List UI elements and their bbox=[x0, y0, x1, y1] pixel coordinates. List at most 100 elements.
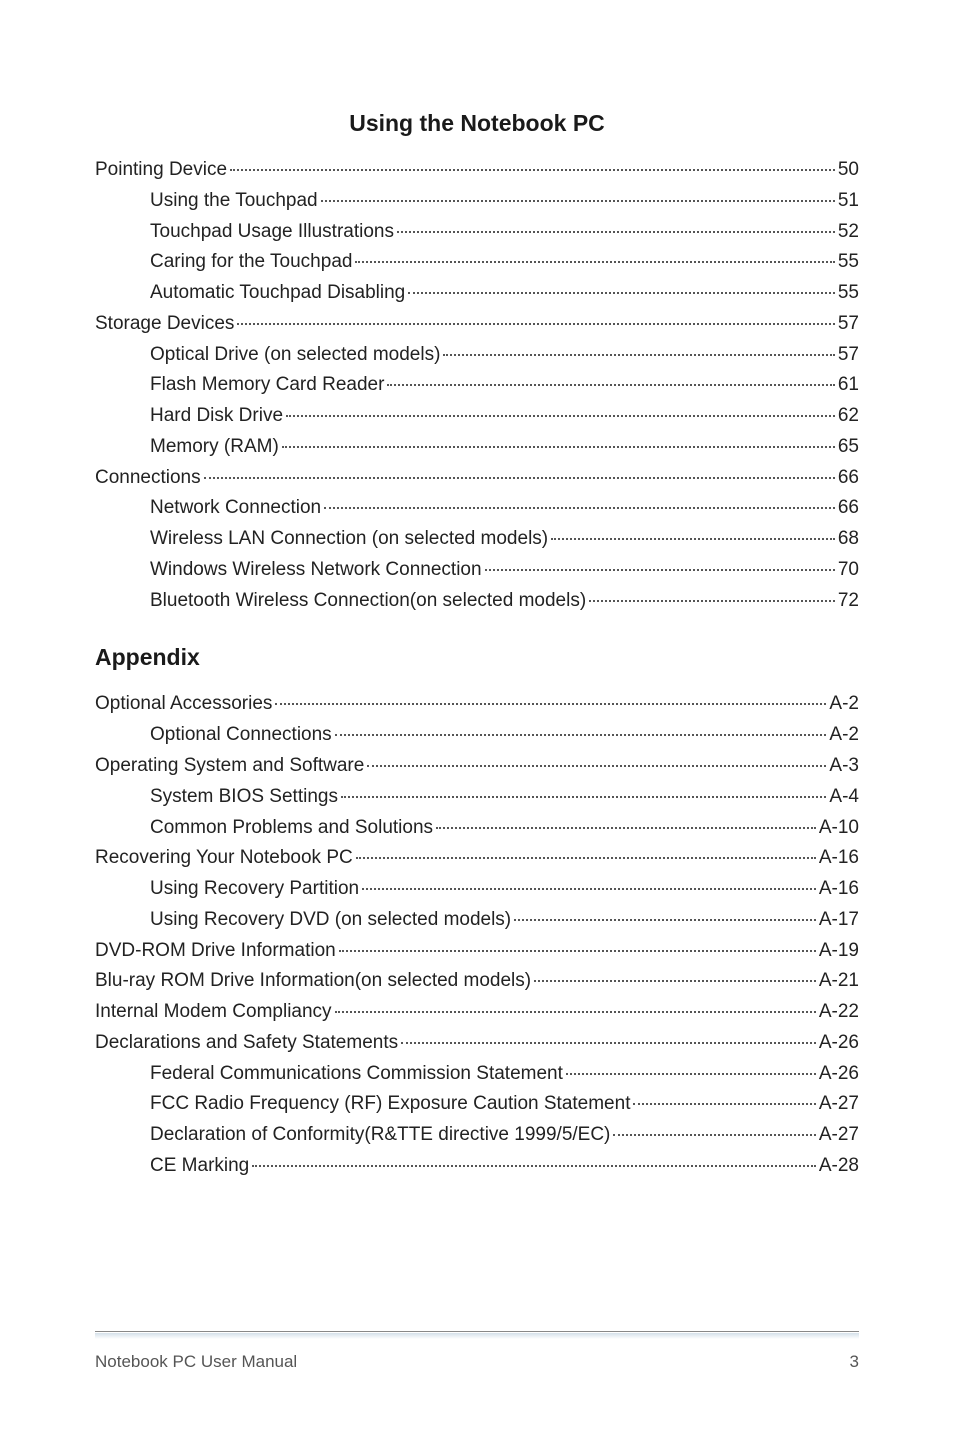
toc-label: Federal Communications Commission Statem… bbox=[150, 1059, 563, 1090]
toc-page-number: 55 bbox=[838, 247, 859, 278]
toc-page-number: A-4 bbox=[829, 782, 859, 813]
toc-page-number: A-3 bbox=[829, 751, 859, 782]
toc-label: DVD-ROM Drive Information bbox=[95, 936, 336, 967]
toc-label: Network Connection bbox=[150, 493, 321, 524]
toc-page-number: A-22 bbox=[819, 997, 859, 1028]
toc-leader-dots bbox=[341, 796, 826, 798]
toc-page-number: A-21 bbox=[819, 966, 859, 997]
toc-leader-dots bbox=[566, 1073, 816, 1075]
toc-label: Internal Modem Compliancy bbox=[95, 997, 332, 1028]
toc-page-number: 52 bbox=[838, 217, 859, 248]
toc-leader-dots bbox=[362, 888, 816, 890]
toc-label: Caring for the Touchpad bbox=[150, 247, 352, 278]
toc-entry: Flash Memory Card Reader61 bbox=[95, 370, 859, 401]
toc-page-number: A-27 bbox=[819, 1089, 859, 1120]
toc-section-1: Pointing Device 50Using the Touchpad51Tou… bbox=[95, 155, 859, 616]
toc-label: Flash Memory Card Reader bbox=[150, 370, 384, 401]
toc-label: Common Problems and Solutions bbox=[150, 813, 433, 844]
toc-entry: Automatic Touchpad Disabling 55 bbox=[95, 278, 859, 309]
toc-section-2: Optional AccessoriesA-2Optional Connecti… bbox=[95, 689, 859, 1181]
toc-leader-dots bbox=[367, 765, 826, 767]
toc-page-number: 72 bbox=[838, 586, 859, 617]
toc-entry: Recovering Your Notebook PCA-16 bbox=[95, 843, 859, 874]
toc-entry: Using Recovery DVD (on selected models)A… bbox=[95, 905, 859, 936]
toc-leader-dots bbox=[324, 507, 835, 509]
toc-label: System BIOS Settings bbox=[150, 782, 338, 813]
toc-page-number: 65 bbox=[838, 432, 859, 463]
toc-page-number: A-26 bbox=[819, 1028, 859, 1059]
toc-label: Automatic Touchpad Disabling bbox=[150, 278, 405, 309]
toc-entry: Wireless LAN Connection (on selected mod… bbox=[95, 524, 859, 555]
toc-entry: Blu-ray ROM Drive Information(on selecte… bbox=[95, 966, 859, 997]
section-heading-appendix: Appendix bbox=[95, 644, 859, 671]
toc-label: Hard Disk Drive bbox=[150, 401, 283, 432]
toc-label: CE Marking bbox=[150, 1151, 249, 1182]
footer-page-number: 3 bbox=[850, 1352, 859, 1372]
toc-leader-dots bbox=[401, 1042, 816, 1044]
toc-label: Blu-ray ROM Drive Information(on selecte… bbox=[95, 966, 531, 997]
toc-entry: Common Problems and SolutionsA-10 bbox=[95, 813, 859, 844]
toc-label: Using Recovery Partition bbox=[150, 874, 359, 905]
toc-entry: Bluetooth Wireless Connection(on selecte… bbox=[95, 586, 859, 617]
toc-leader-dots bbox=[230, 169, 835, 171]
toc-leader-dots bbox=[436, 827, 816, 829]
toc-entry: Pointing Device 50 bbox=[95, 155, 859, 186]
toc-label: Pointing Device bbox=[95, 155, 227, 186]
toc-entry: Operating System and SoftwareA-3 bbox=[95, 751, 859, 782]
toc-label: Windows Wireless Network Connection bbox=[150, 555, 482, 586]
toc-label: Bluetooth Wireless Connection(on selecte… bbox=[150, 586, 586, 617]
section-heading-using: Using the Notebook PC bbox=[95, 110, 859, 137]
toc-leader-dots bbox=[204, 477, 835, 479]
toc-entry: FCC Radio Frequency (RF) Exposure Cautio… bbox=[95, 1089, 859, 1120]
toc-label: Optional Accessories bbox=[95, 689, 272, 720]
toc-leader-dots bbox=[339, 950, 816, 952]
page-content: Using the Notebook PC Pointing Device50U… bbox=[0, 0, 954, 1182]
toc-leader-dots bbox=[397, 231, 835, 233]
toc-entry: Optional ConnectionsA-2 bbox=[95, 720, 859, 751]
footer-row: Notebook PC User Manual 3 bbox=[95, 1340, 859, 1372]
toc-leader-dots bbox=[589, 600, 835, 602]
toc-label: Connections bbox=[95, 463, 201, 494]
footer-gradient bbox=[95, 1333, 859, 1339]
toc-entry: DVD-ROM Drive Information A-19 bbox=[95, 936, 859, 967]
toc-leader-dots bbox=[356, 857, 816, 859]
toc-leader-dots bbox=[485, 569, 835, 571]
toc-entry: Declarations and Safety Statements A-26 bbox=[95, 1028, 859, 1059]
toc-entry: Windows Wireless Network Connection70 bbox=[95, 555, 859, 586]
toc-leader-dots bbox=[275, 703, 826, 705]
toc-entry: Hard Disk Drive62 bbox=[95, 401, 859, 432]
toc-entry: Declaration of Conformity(R&TTE directiv… bbox=[95, 1120, 859, 1151]
toc-leader-dots bbox=[408, 292, 835, 294]
toc-entry: Internal Modem Compliancy A-22 bbox=[95, 997, 859, 1028]
toc-label: Declarations and Safety Statements bbox=[95, 1028, 398, 1059]
toc-entry: System BIOS Settings A-4 bbox=[95, 782, 859, 813]
toc-leader-dots bbox=[237, 323, 834, 325]
toc-leader-dots bbox=[443, 354, 834, 356]
toc-leader-dots bbox=[335, 1011, 816, 1013]
toc-page-number: 68 bbox=[838, 524, 859, 555]
toc-entry: Touchpad Usage Illustrations52 bbox=[95, 217, 859, 248]
toc-page-number: A-19 bbox=[819, 936, 859, 967]
toc-leader-dots bbox=[633, 1103, 815, 1105]
toc-leader-dots bbox=[321, 200, 835, 202]
toc-entry: Optional AccessoriesA-2 bbox=[95, 689, 859, 720]
toc-entry: Network Connection66 bbox=[95, 493, 859, 524]
toc-entry: Optical Drive (on selected models)57 bbox=[95, 340, 859, 371]
toc-page-number: A-16 bbox=[819, 874, 859, 905]
toc-page-number: 55 bbox=[838, 278, 859, 309]
toc-entry: Using Recovery Partition A-16 bbox=[95, 874, 859, 905]
toc-label: Using the Touchpad bbox=[150, 186, 318, 217]
toc-page-number: A-26 bbox=[819, 1059, 859, 1090]
toc-entry: Using the Touchpad51 bbox=[95, 186, 859, 217]
toc-leader-dots bbox=[534, 980, 816, 982]
toc-label: Optical Drive (on selected models) bbox=[150, 340, 440, 371]
footer: Notebook PC User Manual 3 bbox=[95, 1331, 859, 1372]
toc-label: Wireless LAN Connection (on selected mod… bbox=[150, 524, 548, 555]
toc-entry: CE Marking A-28 bbox=[95, 1151, 859, 1182]
toc-entry: Caring for the Touchpad 55 bbox=[95, 247, 859, 278]
toc-leader-dots bbox=[286, 415, 835, 417]
toc-leader-dots bbox=[282, 446, 835, 448]
toc-label: Optional Connections bbox=[150, 720, 332, 751]
toc-page-number: 50 bbox=[838, 155, 859, 186]
toc-page-number: A-28 bbox=[819, 1151, 859, 1182]
